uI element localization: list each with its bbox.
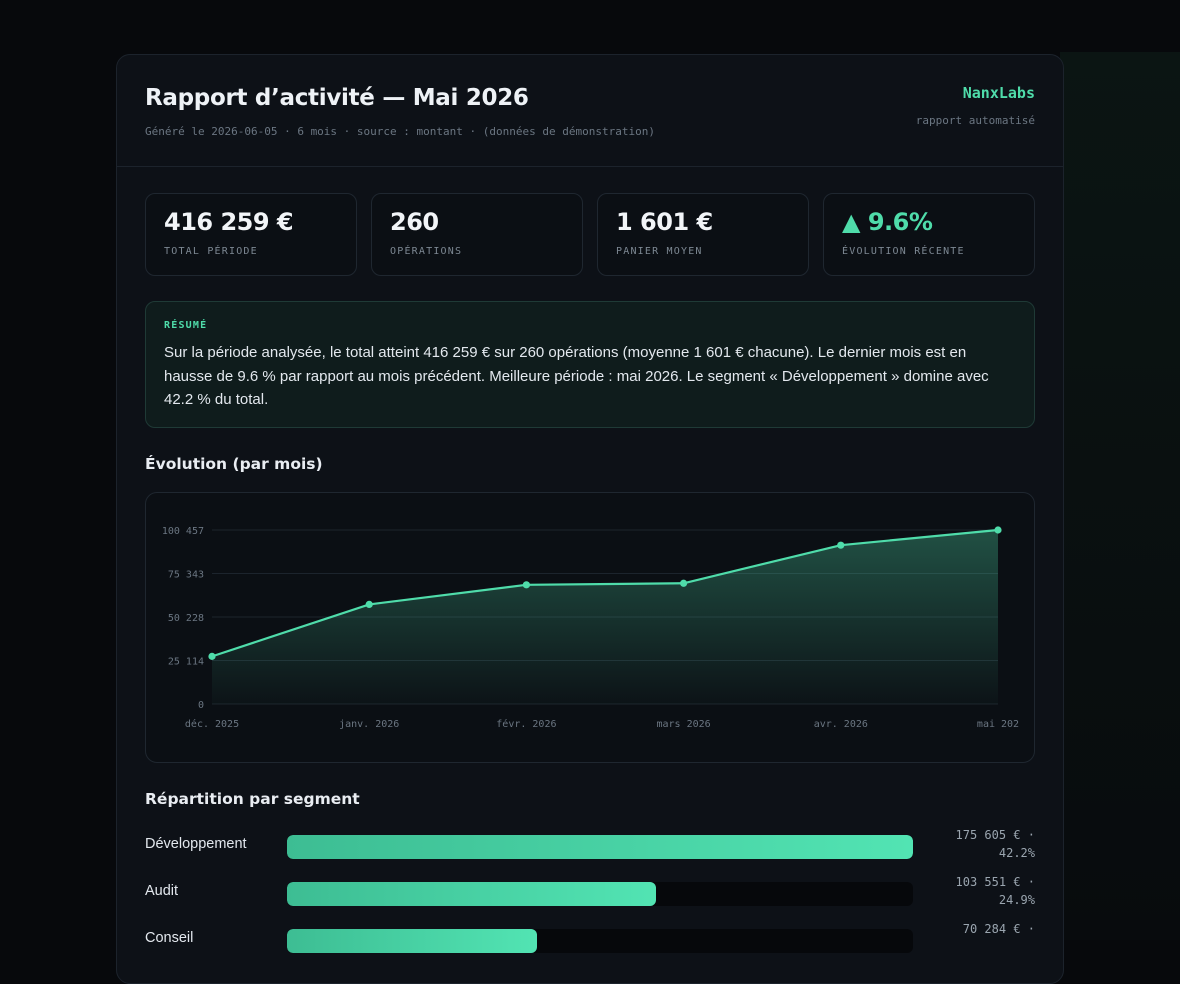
data-point <box>365 600 373 609</box>
kpi-label: TOTAL PÉRIODE <box>164 246 258 257</box>
segment-value: 70 284 € · <box>925 920 1035 938</box>
evolution-chart: 0 25 114 50 228 75 343 100 457 déc. 2025 janv.… <box>145 492 1035 763</box>
segment-bar-track <box>287 929 913 953</box>
y-tick-label: 25 114 <box>168 657 204 668</box>
segment-bar-fill <box>287 835 913 859</box>
kpi-value: 416 259 € <box>164 208 294 236</box>
x-tick-label: mai 202 <box>977 719 1019 730</box>
segment-label: Conseil <box>145 930 194 946</box>
y-tick-label: 75 343 <box>168 570 204 581</box>
brand-subtitle: rapport automatisé <box>915 114 1035 127</box>
y-tick-label: 50 228 <box>168 613 204 624</box>
series-line <box>211 528 999 658</box>
report-header: Rapport d’activité — Mai 2026 Généré le … <box>117 55 1063 167</box>
x-tick-label: janv. 2026 <box>339 719 399 730</box>
segment-bar-track <box>287 835 913 859</box>
summary-box: RÉSUMÉ Sur la période analysée, le total… <box>145 301 1035 428</box>
segment-label: Développement <box>145 836 247 852</box>
kpi-label: PANIER MOYEN <box>616 246 703 257</box>
area-fill <box>212 530 998 704</box>
segment-value: 103 551 € · 24.9% <box>925 873 1035 909</box>
evolution-section-title: Évolution (par mois) <box>145 455 323 473</box>
summary-title: RÉSUMÉ <box>164 320 208 331</box>
kpi-operations: 260 OPÉRATIONS <box>371 193 583 276</box>
summary-text: Sur la période analysée, le total attein… <box>164 344 989 408</box>
y-tick-label: 0 <box>198 700 204 711</box>
kpi-row: 416 259 € TOTAL PÉRIODE 260 OPÉRATIONS 1… <box>145 193 1035 276</box>
data-point <box>208 652 216 660</box>
kpi-label: ÉVOLUTION RÉCENTE <box>842 246 965 257</box>
segment-bar-track <box>287 882 913 906</box>
segment-percent: 42.2% <box>998 846 1035 860</box>
y-tick-label: 100 457 <box>162 526 204 537</box>
kpi-trend: ▲ 9.6% ÉVOLUTION RÉCENTE <box>823 193 1035 276</box>
segment-label: Audit <box>145 883 179 899</box>
kpi-value: 260 <box>390 208 439 236</box>
data-point <box>837 541 845 549</box>
segments-section-title: Répartition par segment <box>145 790 360 808</box>
kpi-value: ▲ 9.6% <box>842 208 933 236</box>
segment-bar-fill <box>287 929 538 953</box>
chart-svg: 0 25 114 50 228 75 343 100 457 déc. 2025 janv.… <box>162 526 1019 730</box>
background-glow <box>1060 52 1180 940</box>
x-tick-label: févr. 2026 <box>496 718 556 730</box>
segment-amount: 175 605 € · <box>955 828 1035 842</box>
segment-amount: 103 551 € · <box>955 875 1035 889</box>
segment-bar-fill <box>287 882 657 906</box>
segment-row: Audit 103 551 € · 24.9% <box>145 873 1035 913</box>
kpi-total: 416 259 € TOTAL PÉRIODE <box>145 193 357 276</box>
x-tick-label: mars 2026 <box>657 719 711 730</box>
page-title: Rapport d’activité — Mai 2026 <box>145 85 529 111</box>
segment-value: 175 605 € · 42.2% <box>925 826 1035 862</box>
kpi-average-basket: 1 601 € PANIER MOYEN <box>597 193 809 276</box>
kpi-value: 1 601 € <box>616 208 713 236</box>
data-point <box>522 581 530 589</box>
page-subtitle: Généré le 2026-06-05 · 6 mois · source :… <box>145 125 655 138</box>
segment-row: Conseil 70 284 € · <box>145 920 1035 960</box>
x-tick-label: avr. 2026 <box>814 719 868 730</box>
segment-percent: 24.9% <box>998 893 1035 907</box>
brand-name: NanxLabs <box>962 84 1035 102</box>
data-point <box>680 579 688 587</box>
segment-row: Développement 175 605 € · 42.2% <box>145 826 1035 866</box>
report-card: Rapport d’activité — Mai 2026 Généré le … <box>116 54 1064 984</box>
kpi-label: OPÉRATIONS <box>390 246 463 257</box>
x-tick-label: déc. 2025 <box>185 718 239 730</box>
segment-amount: 70 284 € · <box>962 922 1035 936</box>
data-point <box>994 526 1002 534</box>
